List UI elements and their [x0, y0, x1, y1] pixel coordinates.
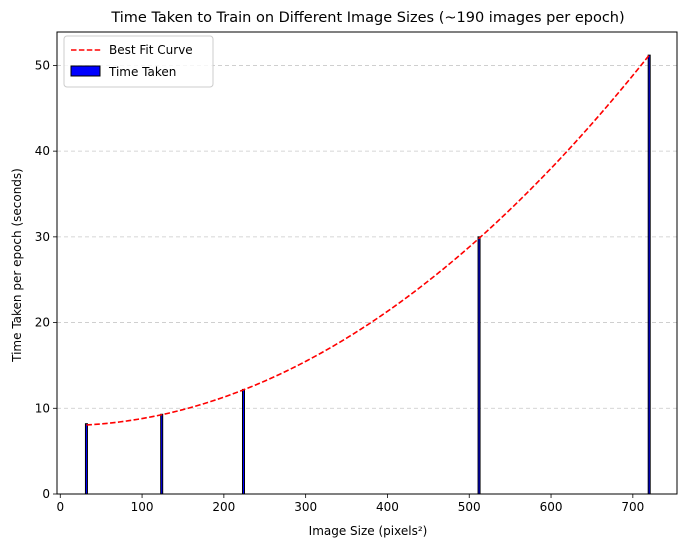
bars [84, 54, 651, 495]
x-axis-ticks: 0 100 200 300 400 500 600 700 [56, 494, 644, 514]
best-fit-curve [86, 54, 650, 426]
x-tick-label: 600 [540, 500, 563, 514]
legend: Best Fit Curve Time Taken [63, 35, 214, 88]
y-tick-label: 20 [35, 316, 50, 330]
y-axis-label: Time Taken per epoch (seconds) [10, 168, 24, 363]
legend-bar-swatch [70, 65, 101, 77]
bar [477, 236, 481, 495]
y-tick-label: 30 [35, 230, 50, 244]
y-axis-ticks: 0 10 20 30 40 50 [35, 58, 57, 501]
gridlines [57, 65, 677, 409]
bar [241, 388, 245, 495]
plot-frame [56, 31, 678, 495]
y-tick-label: 50 [35, 58, 50, 72]
legend-curve-label: Best Fit Curve [109, 43, 193, 57]
bar [647, 54, 651, 495]
x-axis-label: Image Size (pixels²) [309, 524, 428, 538]
x-tick-label: 200 [212, 500, 235, 514]
y-tick-label: 10 [35, 401, 50, 415]
chart-title: Time Taken to Train on Different Image S… [110, 10, 624, 26]
legend-bar-label: Time Taken [108, 65, 176, 79]
x-tick-label: 700 [621, 500, 644, 514]
x-tick-label: 300 [294, 500, 317, 514]
fit-curve-layer [86, 54, 650, 426]
legend-box [63, 35, 214, 88]
x-tick-label: 100 [131, 500, 154, 514]
bar [160, 413, 164, 495]
x-tick-label: 500 [458, 500, 481, 514]
bar [84, 423, 88, 495]
x-tick-label: 0 [56, 500, 64, 514]
y-tick-label: 40 [35, 144, 50, 158]
y-tick-label: 0 [42, 487, 50, 501]
x-tick-label: 400 [376, 500, 399, 514]
